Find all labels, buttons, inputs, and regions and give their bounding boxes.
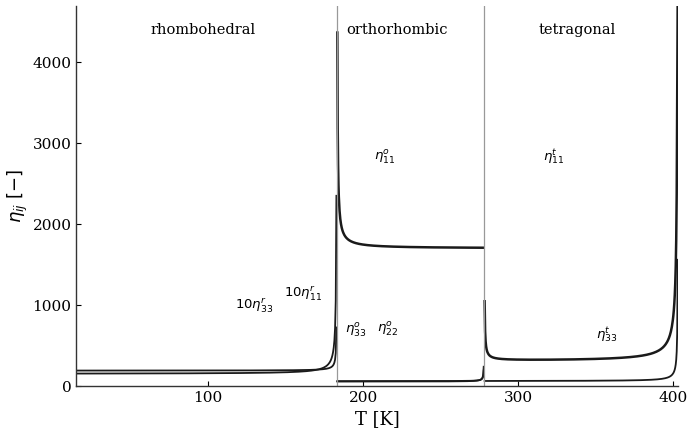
Text: orthorhombic: orthorhombic [346,23,448,37]
Text: $10\eta_{33}^r$: $10\eta_{33}^r$ [235,296,273,314]
X-axis label: T [K]: T [K] [355,411,400,428]
Text: tetragonal: tetragonal [539,23,616,37]
Text: $\eta_{11}^t$: $\eta_{11}^t$ [543,148,564,167]
Text: $\eta_{33}^o$: $\eta_{33}^o$ [345,322,366,339]
Text: rhombohedral: rhombohedral [151,23,256,37]
Y-axis label: $\eta_{ij}$ $[-]$: $\eta_{ij}$ $[-]$ [6,169,30,223]
Text: $\eta_{22}^o$: $\eta_{22}^o$ [377,321,398,338]
Text: $\eta_{33}^t$: $\eta_{33}^t$ [596,326,617,345]
Text: $\eta_{11}^o$: $\eta_{11}^o$ [374,149,396,167]
Text: $10\eta_{11}^r$: $10\eta_{11}^r$ [284,284,322,302]
